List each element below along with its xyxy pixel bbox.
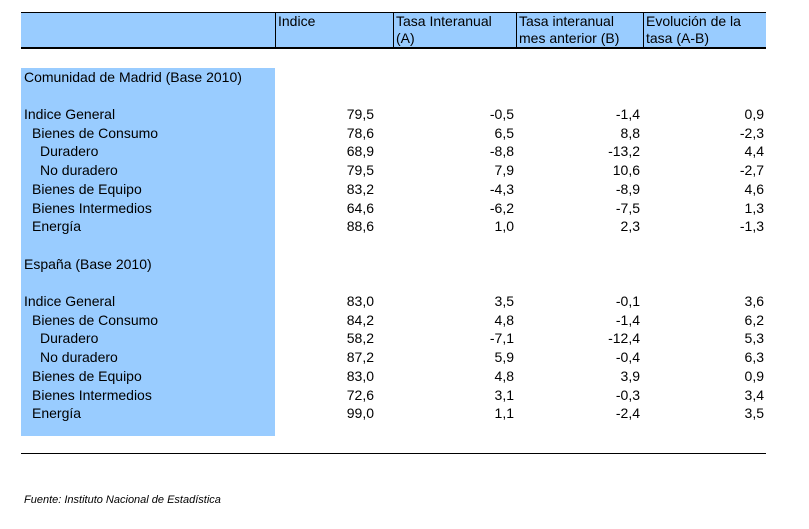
table-cell: -2,3 xyxy=(739,124,764,141)
table-cell: 3,1 xyxy=(494,386,514,403)
table-cell: -7,1 xyxy=(489,330,514,347)
header-line: tasa (A-B) xyxy=(646,30,710,46)
table-cell: -6,2 xyxy=(489,199,514,216)
table-cell: 10,6 xyxy=(612,162,640,179)
table-cell: -0,1 xyxy=(615,293,640,309)
header-line: (A) xyxy=(396,30,415,46)
row-label: Indice General xyxy=(24,106,116,122)
table-cell: 4,4 xyxy=(744,143,764,160)
table-cell: 5,9 xyxy=(494,349,514,366)
table-cell: 3,5 xyxy=(494,293,514,309)
section-title: España (Base 2010) xyxy=(24,256,152,272)
header-line: Evolución de la xyxy=(646,13,741,29)
row-label: Indice General xyxy=(24,293,116,309)
table-cell: 64,6 xyxy=(346,199,374,216)
table-cell: 6,3 xyxy=(744,349,764,366)
row-label: Bienes de Equipo xyxy=(32,180,142,197)
header-line: Tasa interanual xyxy=(519,13,614,29)
row-label: Bienes Intermedios xyxy=(32,199,152,216)
table-cell: 88,6 xyxy=(346,218,374,235)
table-cell: 5,3 xyxy=(744,330,764,347)
table-cell: 83,0 xyxy=(346,293,374,309)
table-cell: 83,2 xyxy=(346,180,374,197)
table-cell: -0,4 xyxy=(615,349,640,366)
header-line: Tasa Interanual xyxy=(396,13,492,29)
column-separator xyxy=(275,12,276,49)
table-bottom-rule xyxy=(21,453,766,454)
row-label: Duradero xyxy=(40,330,99,347)
column-separator xyxy=(643,12,644,49)
row-label: Bienes de Consumo xyxy=(32,124,159,141)
table-cell: 2,3 xyxy=(620,218,640,235)
table-cell: 3,5 xyxy=(744,405,764,422)
table-cell: -0,3 xyxy=(615,386,640,403)
header-line: mes anterior (B) xyxy=(519,30,620,46)
table-cell: -8,9 xyxy=(615,180,640,197)
section-title: Comunidad de Madrid (Base 2010) xyxy=(24,69,242,85)
row-label: Energía xyxy=(32,405,82,422)
table-cell: 79,5 xyxy=(346,162,374,179)
table-cell: -0,5 xyxy=(489,106,514,122)
header-evolucion: Evolución de la tasa (A-B) xyxy=(646,13,741,47)
table-cell: 7,9 xyxy=(494,162,514,179)
table-cell: -8,8 xyxy=(489,143,514,160)
table-cell: 4,8 xyxy=(494,311,514,328)
column-separator xyxy=(393,12,394,49)
row-label: No duradero xyxy=(40,349,118,366)
table-cell: -4,3 xyxy=(489,180,514,197)
table-cell: -2,7 xyxy=(739,162,764,179)
header-tasa-mes-anterior: Tasa interanual mes anterior (B) xyxy=(519,13,619,47)
table-cell: -1,3 xyxy=(739,218,764,235)
table-cell: -12,4 xyxy=(608,330,640,347)
table-cell: 78,6 xyxy=(346,124,374,141)
table-cell: 0,9 xyxy=(744,106,764,122)
table-cell: 58,2 xyxy=(346,330,374,347)
table-cell: 83,0 xyxy=(346,367,374,384)
row-label: No duradero xyxy=(40,162,118,179)
row-label: Duradero xyxy=(40,143,99,160)
table-cell: 3,4 xyxy=(744,386,764,403)
source-note: Fuente: Instituto Nacional de Estadístic… xyxy=(24,494,221,506)
table-cell: -7,5 xyxy=(615,199,640,216)
table-cell: -2,4 xyxy=(615,405,640,422)
table-cell: 72,6 xyxy=(346,386,374,403)
table-cell: 79,5 xyxy=(346,106,374,122)
table-cell: 87,2 xyxy=(346,349,374,366)
table-cell: -13,2 xyxy=(608,143,640,160)
table-cell: 1,1 xyxy=(494,405,514,422)
table-cell: 8,8 xyxy=(620,124,640,141)
table-cell: 6,2 xyxy=(744,311,764,328)
label-column-band xyxy=(21,68,275,436)
header-tasa-interanual: Tasa Interanual (A) xyxy=(396,13,492,47)
table-cell: 99,0 xyxy=(346,405,374,422)
row-label: Bienes de Consumo xyxy=(32,311,159,328)
table-cell: 4,6 xyxy=(744,180,764,197)
table-cell: 84,2 xyxy=(346,311,374,328)
table-cell: 6,5 xyxy=(494,124,514,141)
table-cell: 68,9 xyxy=(346,143,374,160)
table-cell: 1,3 xyxy=(744,199,764,216)
table-cell: -1,4 xyxy=(615,311,640,328)
table-cell: 3,9 xyxy=(620,367,640,384)
column-separator xyxy=(516,12,517,49)
table-cell: 4,8 xyxy=(494,367,514,384)
table-cell: 0,9 xyxy=(744,367,764,384)
table-cell: -1,4 xyxy=(615,106,640,122)
table-cell: 1,0 xyxy=(494,218,514,235)
row-label: Bienes Intermedios xyxy=(32,386,152,403)
row-label: Energía xyxy=(32,218,82,235)
row-label: Bienes de Equipo xyxy=(32,367,142,384)
table-cell: 3,6 xyxy=(744,293,764,309)
header-indice: Indice xyxy=(278,13,316,29)
